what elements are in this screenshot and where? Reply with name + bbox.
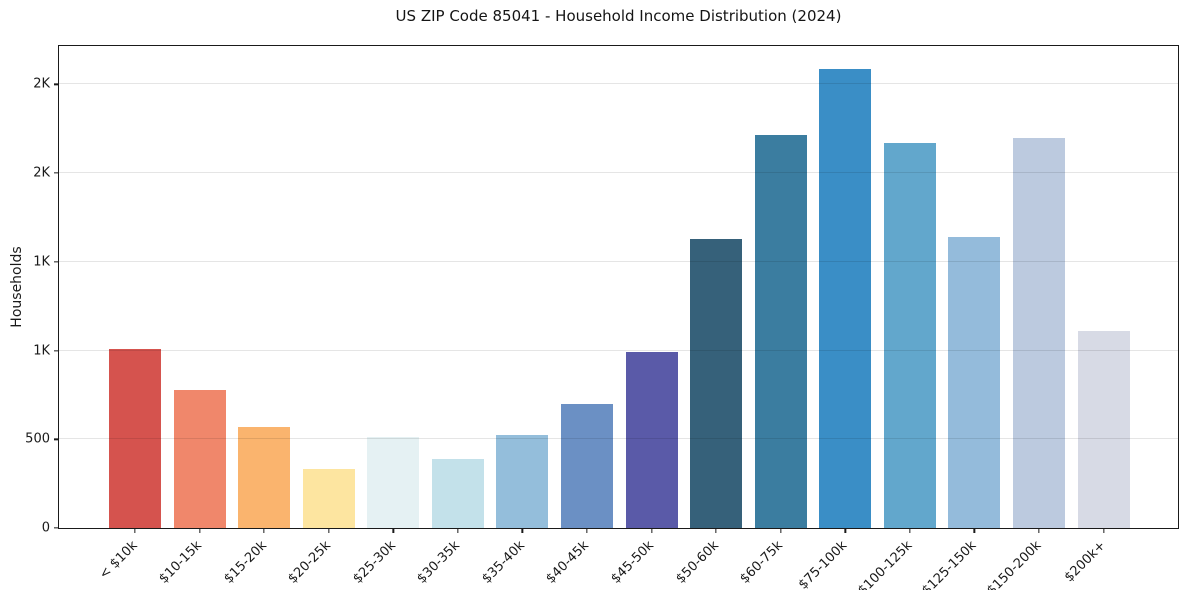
plot-area: 0 500 1K 1K 2K 2K < $10k $10-15k $15-20k $20-25k $…: [25, 45, 1179, 590]
x-tick-mark: [328, 528, 330, 533]
bar-75-100k: [819, 69, 872, 528]
y-tick-label: 2K: [33, 165, 50, 181]
x-tick-label: $15-20k: [220, 538, 270, 587]
y-tick-label: 1K: [33, 254, 50, 270]
bar-10k: [109, 348, 161, 528]
y-tick-mark: [54, 438, 59, 440]
y-axis-label: Households: [9, 246, 25, 328]
x-tick-label: $10-15k: [156, 538, 205, 587]
x-tick-mark: [134, 528, 136, 533]
x-tick-mark: [715, 528, 717, 533]
bar-30-35k: [431, 458, 484, 528]
gridline: [59, 438, 1178, 440]
x-tick-mark: [973, 528, 976, 533]
x-tick-label: < $10k: [96, 538, 141, 583]
x-tick-label: $75-100k: [796, 538, 851, 590]
x-tick-label: $150-200k: [984, 538, 1045, 590]
y-tick-label: 500: [25, 431, 50, 447]
x-tick-mark: [521, 528, 524, 533]
x-tick-mark: [263, 528, 265, 533]
x-tick-mark: [780, 528, 782, 533]
x-tick-label: $200k+: [1061, 538, 1109, 586]
x-tick-label: $50-60k: [672, 538, 722, 587]
bar-25-30k: [367, 436, 420, 528]
x-tick-mark: [457, 528, 459, 533]
bar-40-45k: [560, 403, 613, 528]
bar-10-15k: [173, 390, 226, 528]
x-tick-mark: [650, 528, 653, 533]
bar-15-20k: [238, 426, 291, 528]
bar-35-40k: [496, 434, 549, 528]
x-tick-mark: [844, 528, 846, 533]
bar-50-60k: [690, 238, 743, 528]
y-tick-mark: [54, 349, 59, 352]
y-tick-label: 0: [41, 520, 50, 536]
x-tick-label: $45-50k: [608, 538, 657, 587]
y-tick-label: 2K: [33, 76, 50, 92]
gridline: [59, 172, 1178, 174]
x-tick-mark: [1102, 528, 1105, 533]
bar-150-200k: [1012, 137, 1065, 528]
y-tick-mark: [54, 527, 59, 529]
x-tick-label: $20-25k: [285, 538, 335, 587]
x-tick-label: $30-35k: [414, 538, 464, 587]
y-tick-mark: [54, 261, 59, 263]
x-tick-label: $100-125k: [854, 538, 916, 590]
bar-125-150k: [948, 236, 1001, 528]
chart-title: US ZIP Code 85041 - Household Income Dis…: [395, 7, 842, 25]
x-tick-mark: [392, 528, 394, 533]
bar-100-125k: [883, 142, 936, 528]
y-tick-label: 1K: [33, 343, 50, 359]
gridline: [59, 260, 1178, 262]
x-tick-label: $125-150k: [919, 538, 980, 590]
bar-60-75k: [754, 134, 807, 528]
x-tick-label: $35-40k: [479, 538, 528, 587]
y-tick-mark: [54, 83, 59, 85]
x-tick-mark: [909, 528, 911, 533]
x-tick-label: $60-75k: [737, 538, 786, 587]
y-tick-mark: [54, 172, 59, 174]
x-tick-mark: [586, 528, 588, 533]
gridline: [59, 83, 1178, 85]
x-tick-mark: [198, 528, 201, 533]
gridline: [59, 349, 1178, 351]
x-tick-label: $40-45k: [543, 538, 593, 587]
bar-200k: [1077, 331, 1130, 528]
bar-45-50k: [625, 352, 678, 528]
x-tick-mark: [1038, 528, 1040, 533]
bar-20-25k: [302, 469, 355, 528]
x-tick-label: $25-30k: [350, 538, 399, 587]
